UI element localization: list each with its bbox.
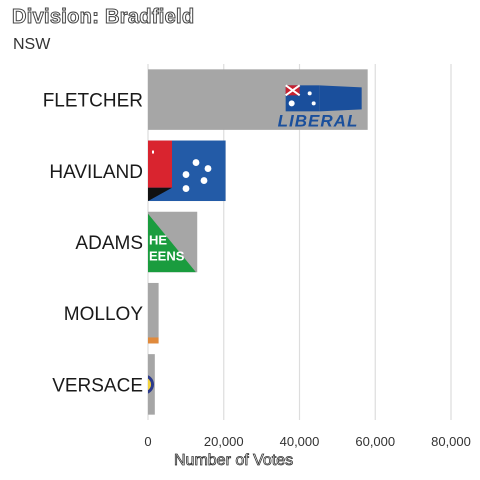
chart-title: Division: Bradfield [11, 6, 195, 29]
flag-star [307, 91, 312, 96]
logo-orange-strip [148, 337, 159, 344]
logo-star [182, 185, 190, 192]
logo-star [192, 159, 200, 166]
x-tick-label: 40,000 [280, 434, 320, 449]
greens-triangle [148, 213, 196, 273]
category-label: ADAMS [75, 233, 143, 254]
greens-text: EENS [149, 249, 185, 264]
x-axis-label: Number of Votes [174, 452, 294, 470]
flag-star [288, 100, 295, 107]
logo-star [200, 177, 208, 184]
labor-logo [148, 140, 226, 202]
logo-mark [152, 150, 154, 154]
bar [148, 282, 159, 344]
greens-text: HE [149, 233, 167, 248]
logo-ring-inner [148, 378, 151, 391]
logo-star [182, 171, 190, 178]
flag-cross [285, 84, 301, 97]
category-label: VERSACE [52, 375, 143, 396]
logo-red-block [148, 140, 172, 188]
category-label: HAVILAND [49, 162, 143, 183]
x-tick-label: 60,000 [355, 434, 395, 449]
logo-black-corner [148, 187, 172, 202]
liberal-logo-text: LIBERAL [278, 111, 359, 130]
party-logo [148, 375, 154, 394]
x-tick-label: 20,000 [204, 434, 244, 449]
flag-star [311, 101, 316, 106]
category-label: FLETCHER [43, 91, 143, 112]
flag-swoosh [319, 85, 362, 112]
x-tick-label: 80,000 [431, 434, 471, 449]
category-label: MOLLOY [64, 304, 144, 325]
chart-subtitle: NSW [13, 36, 51, 53]
logo-star [204, 165, 212, 172]
x-tick-label: 0 [144, 434, 151, 449]
liberal-logo: LIBERAL [278, 84, 362, 130]
party-logo [148, 337, 159, 344]
